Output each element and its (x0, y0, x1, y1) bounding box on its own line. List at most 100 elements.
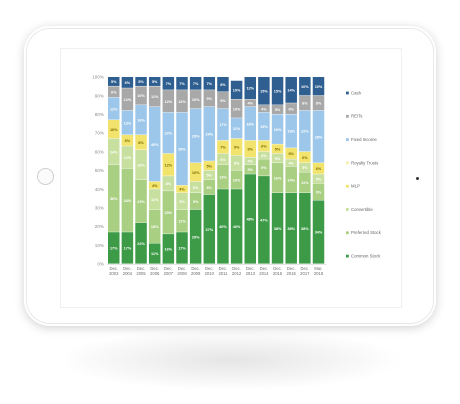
data-label: 16% (165, 248, 173, 252)
x-tick-label: 2010 (205, 271, 215, 276)
x-tick-label: 2006 (150, 271, 160, 276)
data-label: 6% (111, 90, 117, 94)
x-tick-label: 2003 (109, 271, 119, 276)
data-label: 39% (178, 147, 186, 151)
x-tick-label: 2017 (300, 271, 310, 276)
data-label: 7% (193, 82, 199, 86)
data-label: 4% (261, 154, 267, 158)
data-label: 10% (192, 98, 200, 102)
data-label: 8% (138, 141, 144, 145)
y-tick-label: 50% (95, 168, 104, 173)
data-label: 38% (301, 227, 309, 231)
data-label: 10% (315, 85, 323, 89)
data-label: 11% (301, 181, 309, 185)
data-label: 13% (219, 176, 227, 180)
legend-swatch (346, 115, 349, 118)
data-label: 8% (302, 102, 308, 106)
y-tick-label: 40% (95, 187, 104, 192)
data-label: 12% (110, 107, 118, 111)
data-label: 15% (260, 90, 268, 94)
data-label: 5% (207, 174, 213, 178)
data-label: 29% (192, 134, 200, 138)
data-label: 22% (137, 242, 145, 246)
x-tick-label: 2004 (123, 271, 133, 276)
legend-swatch (346, 185, 349, 188)
data-label: 17% (219, 123, 227, 127)
y-tick-label: 60% (95, 149, 104, 154)
data-label: 8% (316, 102, 322, 106)
legend-label: MLP (351, 184, 360, 189)
data-label: 38% (287, 227, 295, 231)
data-label: 34% (315, 231, 323, 235)
y-tick-label: 0% (97, 262, 104, 267)
data-label: 9% (248, 147, 254, 151)
x-tick-label: 2015 (273, 271, 283, 276)
data-label: 10% (192, 171, 200, 175)
y-tick-label: 10% (95, 243, 104, 248)
data-label: 12% (246, 87, 254, 91)
data-label: 23% (137, 200, 145, 204)
data-label: 29% (205, 133, 213, 137)
data-label: 4% (179, 188, 185, 192)
data-label: 4% (288, 162, 294, 166)
data-label: 18% (246, 122, 254, 126)
legend-swatch (346, 162, 349, 165)
data-label: 28% (315, 135, 323, 139)
y-tick-label: 80% (95, 112, 104, 117)
data-label: 29% (192, 235, 200, 239)
x-tick-label: 2018 (314, 271, 324, 276)
data-label: 17% (110, 247, 118, 251)
data-label: 4% (248, 160, 254, 164)
x-tick-label: 2012 (232, 271, 242, 276)
data-label: 15% (274, 90, 282, 94)
data-label: 9% (261, 166, 267, 170)
x-tick-label: 2008 (177, 271, 187, 276)
data-label: 17% (178, 247, 186, 251)
data-label: 12% (124, 156, 132, 160)
data-label: 6% (288, 152, 294, 156)
legend-swatch (346, 92, 349, 95)
data-label: 10% (110, 128, 118, 132)
data-label: 5% (275, 157, 281, 161)
data-label: 10% (233, 107, 241, 111)
data-label: 8% (220, 83, 226, 87)
data-label: 11% (151, 198, 159, 202)
data-label: 16% (137, 119, 145, 123)
data-label: 4% (152, 184, 158, 188)
legend-label: Preferred Stock (351, 230, 382, 235)
data-label: 7% (207, 82, 213, 86)
data-label: 8% (234, 162, 240, 166)
data-label: 6% (125, 139, 131, 143)
data-label: 5% (275, 147, 281, 151)
data-label: 16% (137, 163, 145, 167)
data-label: 37% (205, 228, 213, 232)
data-label: 9% (234, 146, 240, 150)
legend-label: Convertible (351, 207, 373, 212)
data-label: 12% (178, 100, 186, 104)
allocation-chart: 0%10%20%30%40%50%60%70%80%90%100%17%36%1… (61, 49, 401, 307)
data-label: 9% (193, 200, 199, 204)
data-label: 5% (248, 168, 254, 172)
data-label: 10% (301, 85, 309, 89)
y-tick-label: 100% (92, 75, 104, 80)
data-label: 7% (179, 82, 185, 86)
data-label: 5% (152, 80, 158, 84)
data-label: 8% (166, 182, 172, 186)
data-label: 9% (220, 99, 226, 103)
data-label: 15% (260, 125, 268, 129)
camera-dot (416, 177, 419, 180)
data-label: 5% (138, 80, 144, 84)
data-label: 12% (165, 163, 173, 167)
data-label: 6% (193, 186, 199, 190)
data-label: 40% (219, 225, 227, 229)
legend-swatch (346, 231, 349, 234)
legend-swatch (346, 138, 349, 141)
data-label: 7% (220, 146, 226, 150)
y-tick-label: 70% (95, 131, 104, 136)
legend-swatch (346, 208, 349, 211)
data-label: 9% (179, 200, 185, 204)
data-label: 12% (178, 219, 186, 223)
data-label: 22% (301, 130, 309, 134)
data-label: 48% (246, 218, 254, 222)
data-label: 11% (151, 252, 159, 256)
